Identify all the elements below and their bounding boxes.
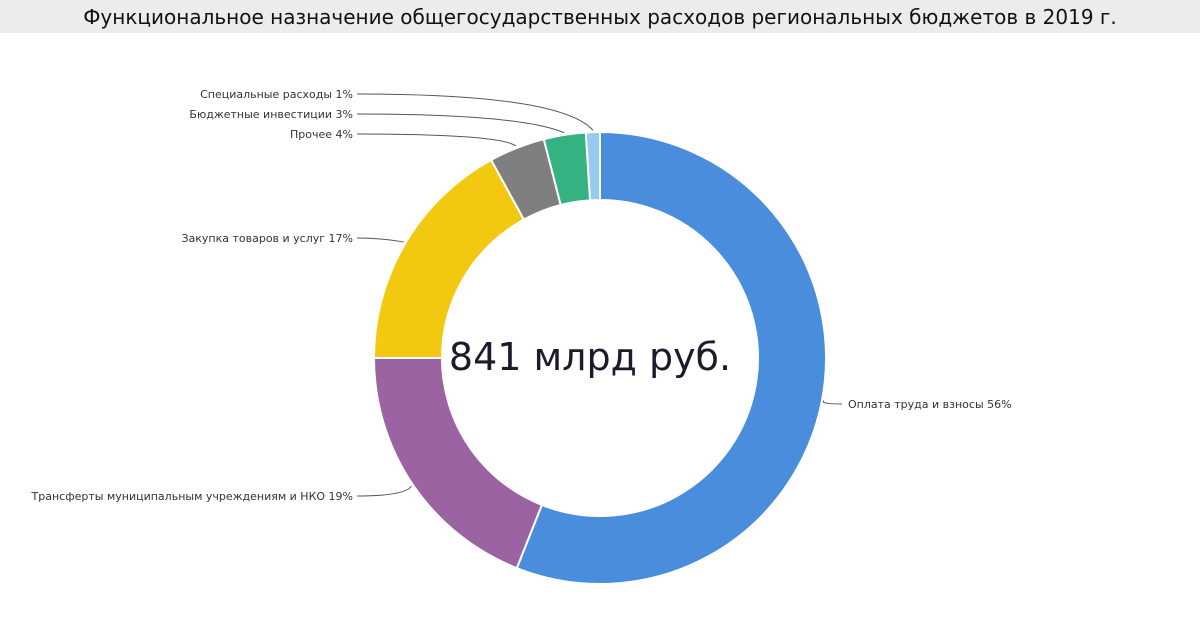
slice-label: Специальные расходы 1% (200, 88, 353, 101)
donut-slice[interactable] (584, 130, 601, 202)
donut-slice[interactable] (515, 130, 827, 585)
chart-title: Функциональное назначение общегосударств… (83, 4, 1117, 29)
leader-lines (356, 93, 843, 497)
slice-label: Прочее 4% (290, 128, 353, 141)
leader-line (822, 400, 843, 405)
leader-line (356, 93, 594, 131)
slice-label: Оплата труда и взносы 56% (848, 398, 1012, 411)
slice-label: Бюджетные инвестиции 3% (189, 108, 353, 121)
slice-label: Трансферты муниципальным учреждениям и Н… (31, 490, 353, 503)
leader-line (356, 237, 404, 243)
center-total-label: 841 млрд руб. (449, 335, 731, 379)
leader-line (356, 485, 412, 497)
leader-line (356, 113, 565, 134)
slice-labels: Оплата труда и взносы 56% Трансферты муни… (31, 88, 1012, 503)
donut-slice[interactable] (372, 158, 526, 359)
title-bar: Функциональное назначение общегосударств… (0, 0, 1200, 33)
slice-label: Закупка товаров и услуг 17% (181, 232, 353, 245)
leader-line (356, 133, 517, 147)
donut-slice[interactable] (372, 357, 544, 570)
donut-slices (372, 130, 827, 585)
